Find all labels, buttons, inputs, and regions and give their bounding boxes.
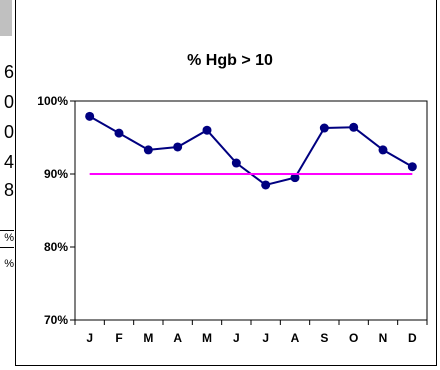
x-tick-label: O [349,331,358,345]
y-tick-label: 70% [44,313,68,327]
y-tick-label: 100% [37,94,68,108]
data-point [319,123,329,133]
x-tick-label: N [379,331,388,345]
data-point [407,162,417,172]
x-tick-label: M [202,331,212,345]
spreadsheet-rule [0,247,14,248]
data-point [202,125,212,135]
x-tick-label: A [291,331,300,345]
x-tick-label: J [86,331,93,345]
data-point [85,111,95,121]
spreadsheet-cell-value: 6 [3,62,14,82]
data-point [290,173,300,183]
x-tick-label: J [262,331,269,345]
x-tick-label: M [143,331,153,345]
x-tick-label: J [233,331,240,345]
data-point [349,122,359,132]
data-point [114,128,124,138]
data-point [378,145,388,155]
x-tick-label: A [173,331,182,345]
spreadsheet-cell-value: 8 [3,180,14,200]
data-point [173,142,183,152]
spreadsheet-cell-value: 0 [3,92,14,112]
y-tick-label: 80% [44,240,68,254]
spreadsheet-cell-value: 4 [3,152,14,172]
x-tick-label: S [320,331,328,345]
data-point [231,158,241,168]
data-point [261,180,271,190]
x-tick-label: D [408,331,417,345]
spreadsheet-rule [0,230,14,231]
chart-area[interactable] [15,0,437,366]
x-tick-label: F [115,331,122,345]
spreadsheet-percent-mark: % [4,232,14,244]
y-tick-label: 90% [44,167,68,181]
spreadsheet-percent-mark: % [4,258,14,270]
chart-title: % Hgb > 10 [187,52,273,69]
plot-area [74,100,428,321]
data-point [143,145,153,155]
spreadsheet-cell-value: 0 [3,122,14,142]
spreadsheet-header-cell [0,0,12,36]
background-spreadsheet-strip: 6 0 0 4 8 % % [0,0,16,370]
